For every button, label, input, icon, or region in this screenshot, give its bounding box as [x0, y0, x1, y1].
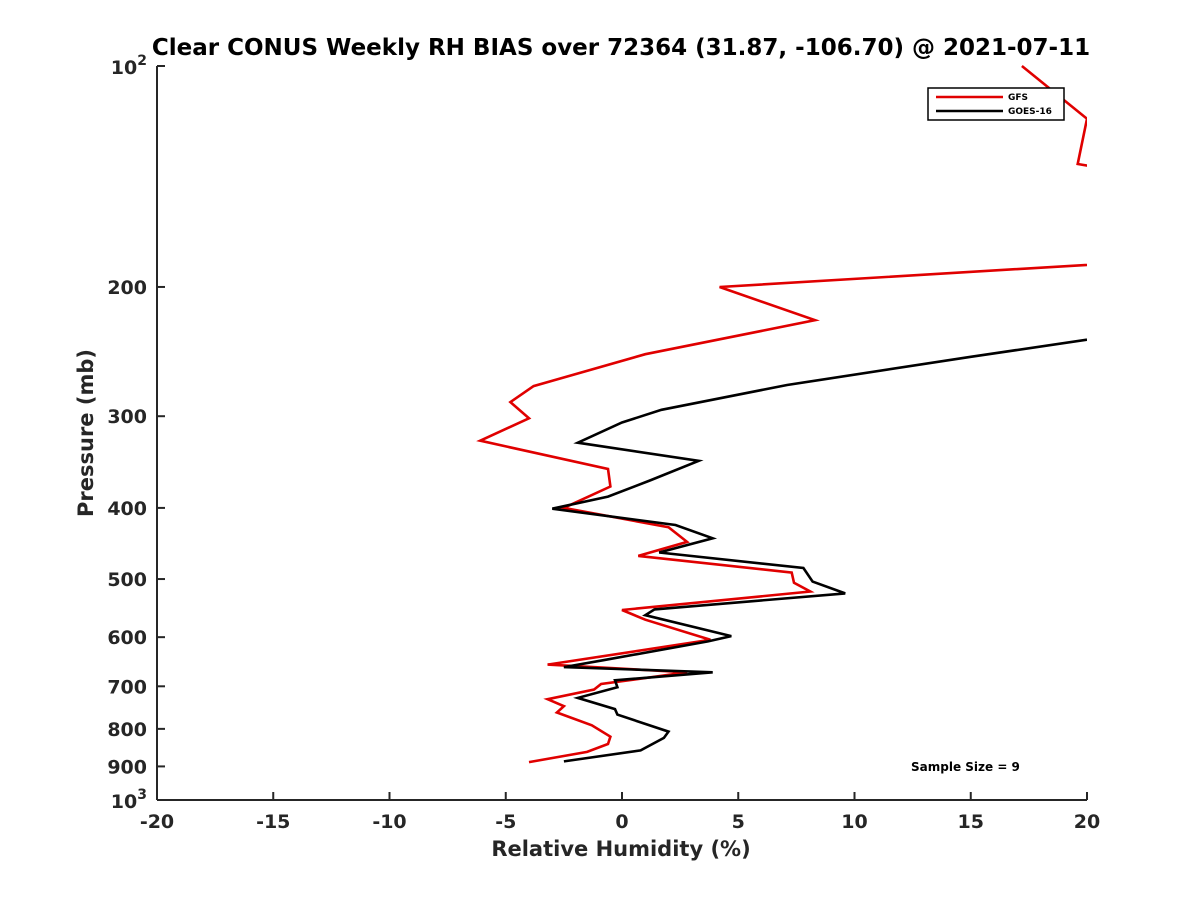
y-tick-label: 700 [107, 676, 147, 698]
legend-goes16-label: GOES-16 [1008, 107, 1052, 117]
y-tick-exponent: 3 [137, 787, 147, 803]
y-tick-exponent: 2 [137, 53, 147, 69]
y-tick-label: 600 [107, 627, 147, 649]
y-tick-label: 300 [107, 406, 147, 428]
legend: GFS GOES-16 [927, 87, 1065, 121]
x-tick-label: 0 [615, 811, 628, 833]
series-line-gfs [476, 64, 1087, 764]
x-tick-label: 10 [841, 811, 867, 833]
y-tick-label: 103 [111, 787, 147, 813]
chart-title: Clear CONUS Weekly RH BIAS over 72364 (3… [152, 35, 1090, 61]
y-tick-label: 102 [111, 53, 147, 79]
x-tick-label: 15 [958, 811, 984, 833]
x-tick-label: 5 [732, 811, 745, 833]
legend-gfs-label: GFS [1008, 93, 1028, 103]
x-tick-label: -10 [372, 811, 406, 833]
x-tick-label: 20 [1074, 811, 1100, 833]
x-tick-label: -5 [495, 811, 516, 833]
sample-size-note: Sample Size = 9 [911, 760, 1020, 774]
x-axis-label: Relative Humidity (%) [491, 837, 750, 861]
y-tick-label: 900 [107, 756, 147, 778]
y-tick-label: 400 [107, 498, 147, 520]
y-axis-label: Pressure (mb) [74, 349, 98, 517]
y-tick-label: 800 [107, 719, 147, 741]
series-layer [476, 64, 1087, 764]
x-axis-ticks: -20 -15 -10 -5 0 5 10 15 20 [140, 792, 1100, 833]
y-tick-label: 200 [107, 277, 147, 299]
y-tick-base: 10 [111, 791, 137, 813]
x-tick-label: -20 [140, 811, 174, 833]
x-tick-label: -15 [256, 811, 290, 833]
y-tick-label: 500 [107, 569, 147, 591]
series-line-goes16 [552, 338, 1087, 763]
y-tick-base: 10 [111, 57, 137, 79]
legend-box [927, 87, 1065, 121]
